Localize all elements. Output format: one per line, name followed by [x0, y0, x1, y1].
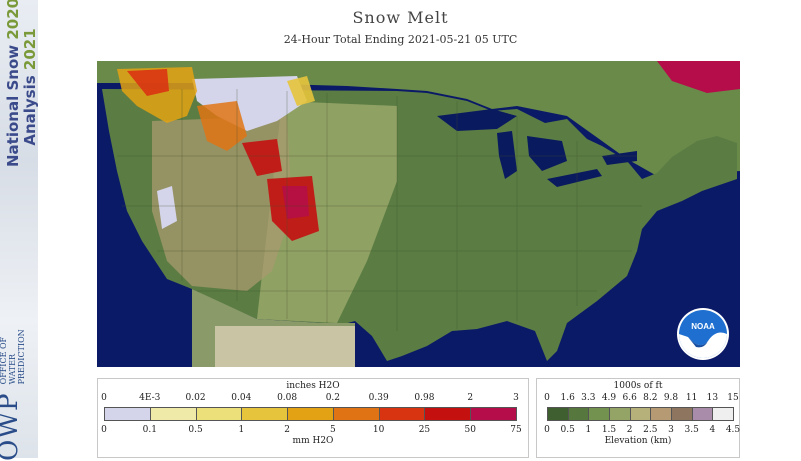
sm-swatch — [287, 407, 334, 421]
el-swatch — [609, 407, 631, 421]
noaa-logo-icon: NOAA — [677, 308, 729, 360]
el-swatch — [712, 407, 734, 421]
sm-bottom-tick: 2 — [284, 425, 290, 435]
el-top-tick: 3.3 — [581, 393, 596, 403]
map-subtitle: 24-Hour Total Ending 2021-05-21 05 UTC — [283, 33, 518, 46]
sm-bottom-tick: 25 — [418, 425, 431, 435]
sm-swatch — [149, 407, 197, 421]
elevation-bottom-unit: Elevation (km) — [604, 436, 672, 446]
owp-line-1: Office of — [0, 336, 8, 385]
el-swatch — [567, 407, 590, 421]
el-bottom-tick: 0 — [544, 425, 550, 435]
sm-bottom-tick: 10 — [372, 425, 385, 435]
sm-swatch — [378, 407, 426, 421]
sm-swatch — [241, 407, 289, 421]
brand-line2: Analysis — [21, 75, 39, 146]
mexico-masked-area — [215, 326, 355, 367]
sm-swatch — [424, 407, 472, 421]
sm-top-tick: 0 — [101, 393, 107, 403]
sm-swatch — [104, 407, 151, 421]
brand-line1: National Snow — [4, 44, 22, 167]
snowmelt-colorado-peak — [282, 186, 309, 219]
lake-michigan — [497, 131, 517, 179]
canada-land — [97, 61, 740, 176]
owp-line-3: Prediction — [17, 329, 26, 385]
el-top-tick: 6.6 — [622, 393, 637, 403]
el-bottom-tick: 4.5 — [725, 425, 741, 435]
sm-top-tick: 3 — [513, 393, 519, 403]
snow-melt-map — [97, 61, 740, 367]
map-title: Snow Melt — [352, 8, 449, 27]
sm-top-tick: 0.39 — [368, 393, 389, 403]
lake-erie — [547, 169, 602, 187]
sm-bottom-tick: 75 — [510, 425, 522, 435]
el-swatch — [650, 407, 672, 421]
el-swatch — [629, 407, 652, 421]
sm-top-tick: 0.04 — [231, 393, 252, 403]
el-bottom-tick: 3.5 — [684, 425, 699, 435]
snowmelt-wyoming — [242, 139, 282, 176]
sm-top-tick: 0.2 — [325, 393, 341, 403]
snow-cover-west — [157, 186, 177, 229]
owp-line-2: Water — [8, 353, 17, 385]
snowmelt-legend: inches H2O 0 4E-3 0.02 0.04 0.08 0.2 0.39 0.98 2… — [97, 378, 529, 458]
sm-bottom-tick: 0.5 — [188, 425, 203, 435]
sm-bottom-tick: 1 — [238, 425, 245, 435]
el-bottom-tick: 2 — [626, 425, 633, 435]
sm-bottom-tick: 5 — [330, 425, 336, 435]
sm-top-tick: 4E-3 — [139, 393, 161, 403]
sidebar-banner: National Snow 2020 Analysis 2021 OWP Off… — [0, 0, 39, 461]
el-swatch — [671, 407, 693, 421]
el-bottom-tick: 1.5 — [601, 425, 617, 435]
el-swatch — [588, 407, 610, 421]
el-swatch — [547, 407, 569, 421]
el-top-tick: 8.2 — [643, 393, 658, 403]
sm-swatch — [332, 407, 380, 421]
lake-huron — [527, 136, 567, 171]
el-top-tick: 15 — [727, 393, 739, 403]
sm-top-tick: 2 — [467, 393, 474, 403]
el-top-tick: 9.8 — [663, 393, 679, 403]
owp-logo: OWP Office of Water Prediction — [0, 261, 26, 461]
el-bottom-tick: 2.5 — [643, 425, 658, 435]
el-bottom-tick: 4 — [709, 425, 716, 435]
el-top-tick: 13 — [706, 393, 719, 403]
owp-logo-text: OWP — [0, 392, 24, 461]
snowmelt-quebec — [657, 61, 740, 93]
el-bottom-tick: 1 — [585, 425, 592, 435]
el-swatch — [691, 407, 714, 421]
nsa-brand: National Snow 2020 Analysis 2021 — [4, 0, 39, 167]
noaa-logo-text: NOAA — [691, 322, 715, 331]
snowmelt-top-unit: inches H2O — [286, 381, 340, 391]
state-borders — [117, 89, 642, 331]
el-top-tick: 4.9 — [601, 393, 617, 403]
elevation-top-unit: 1000s of ft — [613, 381, 663, 391]
lake-ontario — [602, 151, 637, 165]
snowmelt-idaho — [197, 101, 247, 151]
sm-swatch — [470, 407, 517, 421]
sm-top-tick: 0.08 — [277, 393, 298, 403]
el-top-tick: 1.6 — [560, 393, 575, 403]
snowmelt-cascades-peak — [127, 69, 169, 96]
el-top-tick: 0 — [544, 393, 550, 403]
sm-bottom-tick: 0.1 — [142, 425, 157, 435]
el-bottom-tick: 0.5 — [560, 425, 575, 435]
sm-swatch — [195, 407, 243, 421]
snowmelt-bottom-unit: mm H2O — [292, 436, 334, 446]
el-top-tick: 11 — [685, 393, 698, 403]
sm-bottom-tick: 0 — [101, 425, 107, 435]
sm-bottom-tick: 50 — [464, 425, 476, 435]
sm-top-tick: 0.02 — [185, 393, 206, 403]
snowmelt-glacier — [287, 76, 315, 106]
sm-top-tick: 0.98 — [414, 393, 435, 403]
el-bottom-tick: 3 — [668, 425, 674, 435]
